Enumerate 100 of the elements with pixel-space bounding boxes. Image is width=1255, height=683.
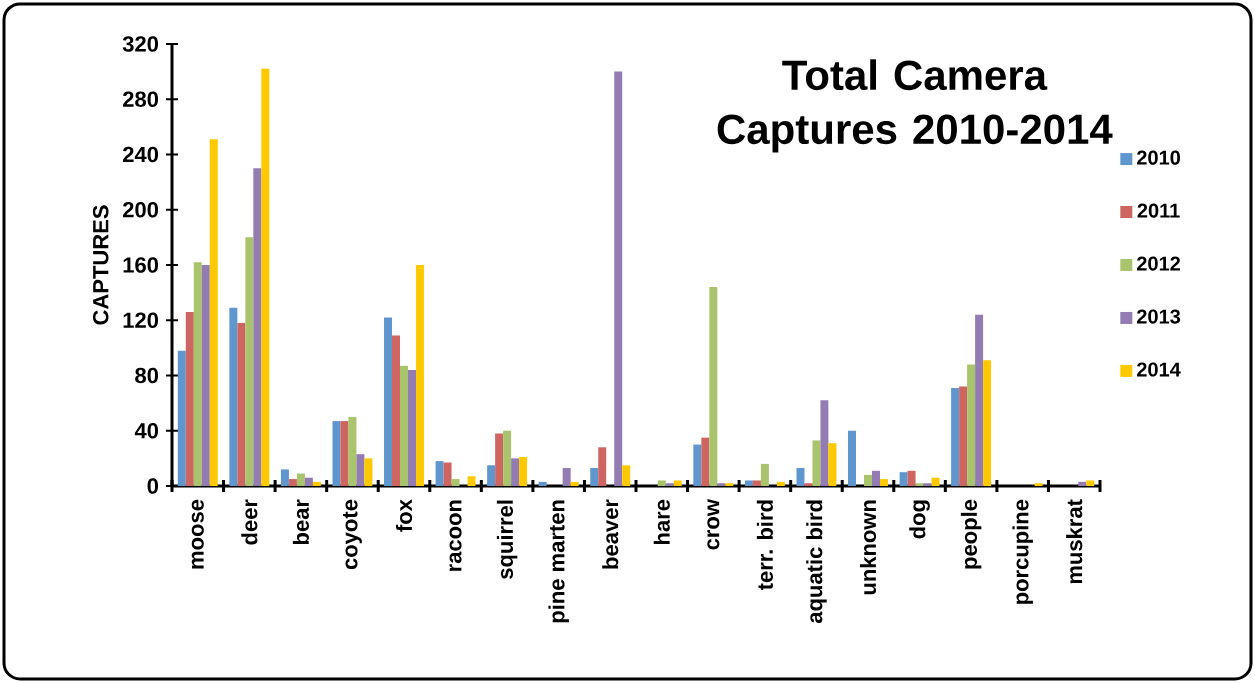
bar <box>348 416 357 486</box>
bar <box>693 444 702 486</box>
bar <box>717 483 726 486</box>
bar <box>570 481 579 486</box>
bar <box>280 469 289 486</box>
y-tick-label: 280 <box>122 91 159 108</box>
x-tick-label: coyote <box>343 499 362 570</box>
bar <box>983 360 992 486</box>
x-tick-label: hare <box>653 499 670 544</box>
bar <box>467 476 476 486</box>
bar <box>495 433 504 486</box>
bar <box>296 473 305 486</box>
bar <box>1086 480 1095 486</box>
legend-label: 2011 <box>1137 203 1180 218</box>
bar <box>177 350 186 486</box>
bar <box>209 139 218 486</box>
x-tick-label: squirrel <box>496 500 518 579</box>
bar <box>828 443 837 486</box>
bar <box>760 463 769 486</box>
bar <box>253 168 262 486</box>
bar <box>487 465 496 486</box>
bar <box>201 264 210 486</box>
y-tick-label: 240 <box>122 146 159 163</box>
bar <box>820 400 829 486</box>
bar <box>879 479 888 486</box>
bar <box>193 262 202 486</box>
bar <box>511 458 520 486</box>
y-tick-label: 0 <box>147 478 159 494</box>
bar <box>392 335 401 486</box>
x-tick-label: terr. bird <box>756 500 773 591</box>
bar <box>245 237 254 486</box>
bar <box>864 474 872 486</box>
bar <box>975 314 984 486</box>
bar <box>752 480 761 486</box>
bar <box>915 483 924 486</box>
bar <box>657 480 666 486</box>
bar <box>804 483 813 486</box>
x-tick-label: bear <box>292 499 309 545</box>
bar <box>899 472 908 486</box>
bar <box>451 479 460 486</box>
bar <box>415 264 424 486</box>
legend-label: 2013 <box>1137 309 1181 324</box>
y-tick-label: 80 <box>135 367 159 384</box>
x-tick-label: deer <box>241 499 258 545</box>
bar <box>931 477 940 486</box>
x-tick-label: unknown <box>859 500 877 595</box>
bar <box>443 462 452 486</box>
bar <box>364 458 373 486</box>
x-tick-label: porcupine <box>1012 499 1033 604</box>
y-tick-label: 160 <box>123 257 159 273</box>
legend-label: 2012 <box>1137 256 1180 271</box>
bar <box>185 311 194 486</box>
bar <box>237 323 246 486</box>
bar <box>229 307 238 486</box>
bar <box>744 480 753 486</box>
x-tick-label: muskrat <box>1066 499 1083 584</box>
bar <box>435 461 444 486</box>
bar <box>408 369 416 486</box>
x-tick-label: people <box>960 499 982 569</box>
x-tick-label: dog <box>909 500 930 539</box>
bar <box>288 479 297 486</box>
bar <box>356 454 365 486</box>
bar <box>848 430 857 486</box>
bar <box>332 421 341 486</box>
y-axis-title: CAPTURES <box>92 205 109 325</box>
bar <box>304 477 313 486</box>
x-tick-label: racoon <box>449 500 462 571</box>
y-tick-label: 200 <box>122 201 159 218</box>
legend-label: 2014 <box>1137 362 1181 377</box>
bar <box>503 430 512 486</box>
legend-label: 2010 <box>1137 150 1180 165</box>
bar <box>614 71 623 486</box>
y-tick-label: 40 <box>134 422 159 439</box>
bar <box>923 483 932 486</box>
bar <box>907 470 916 486</box>
bar <box>951 387 960 486</box>
bar <box>967 364 976 486</box>
bar <box>400 365 408 486</box>
bar <box>796 468 805 486</box>
x-tick-label: pine marten <box>548 500 569 623</box>
bar <box>590 468 599 486</box>
text: Total Camera Captures 2010-2014 <box>717 59 1113 153</box>
bar <box>538 481 547 486</box>
bar <box>340 421 349 486</box>
bar <box>562 468 571 486</box>
bar <box>725 483 734 486</box>
bar <box>261 68 270 486</box>
bar <box>673 480 682 486</box>
bar <box>1078 481 1087 486</box>
x-tick-label: moose <box>191 499 204 569</box>
x-tick-label: beaver <box>602 499 619 569</box>
y-tick-label: 320 <box>122 36 159 52</box>
bar <box>701 437 710 486</box>
x-tick-label: crow <box>707 499 720 550</box>
bar <box>598 447 607 486</box>
bar <box>622 465 631 486</box>
bar <box>709 287 718 486</box>
bar <box>776 481 785 486</box>
bar <box>312 481 321 486</box>
x-tick-label: fox <box>395 499 413 532</box>
